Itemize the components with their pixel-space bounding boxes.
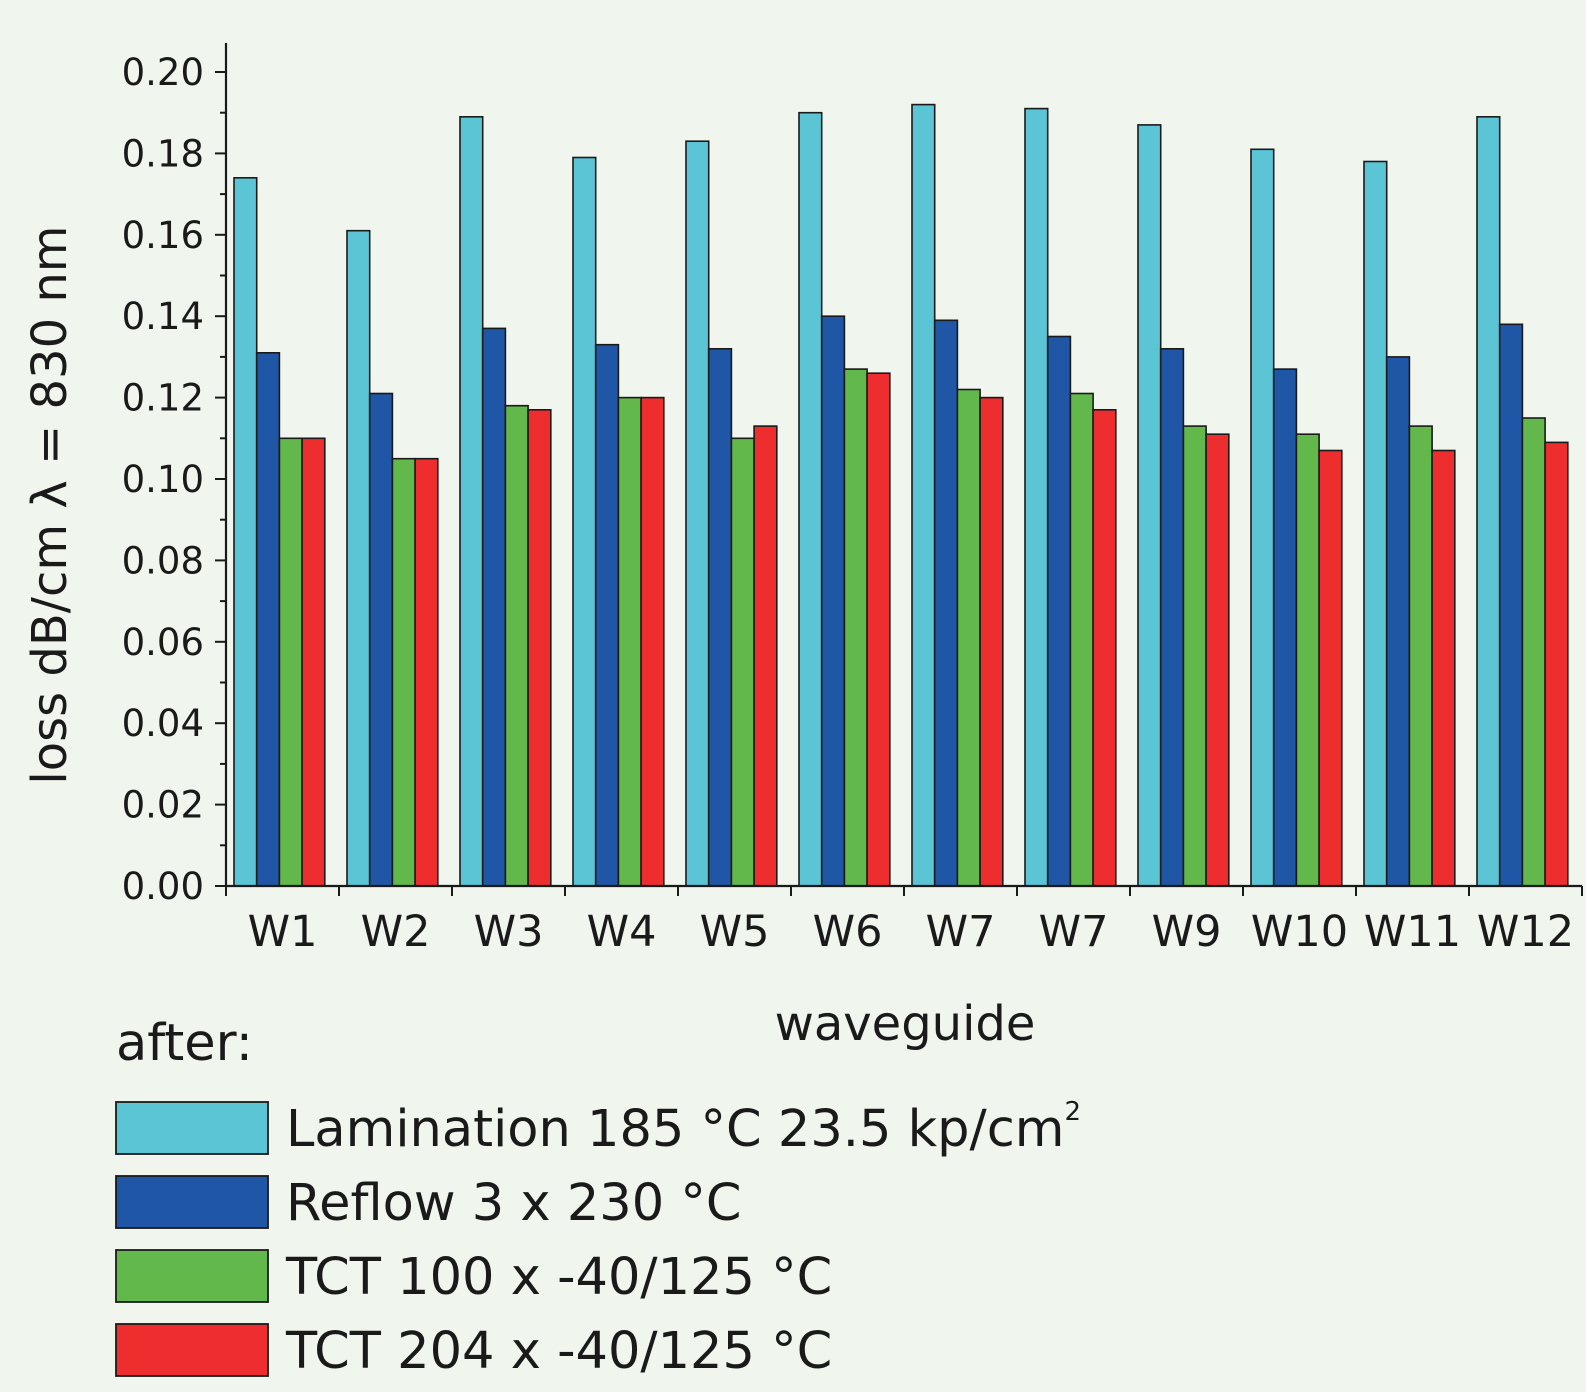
y-tick-label: 0.04 bbox=[122, 702, 204, 745]
plot-area bbox=[233, 103, 1569, 887]
legend-swatch-3 bbox=[115, 1249, 269, 1303]
bar-w2-series-3 bbox=[391, 457, 416, 887]
legend-swatch-2 bbox=[115, 1175, 269, 1229]
bar-w11-series-1 bbox=[1363, 160, 1388, 887]
bar-w5-series-4 bbox=[753, 425, 778, 887]
legend-swatch-1 bbox=[115, 1101, 269, 1155]
bar-w5-series-1 bbox=[685, 140, 710, 887]
bar-w2-series-2 bbox=[368, 392, 394, 887]
legend-title: after: bbox=[116, 1014, 253, 1073]
bar-w6-series-2 bbox=[820, 315, 846, 887]
legend-label-4: TCT 204 x -40/125 °C bbox=[285, 1322, 832, 1381]
bar-w12-series-4 bbox=[1544, 441, 1569, 887]
bar-w4-series-4 bbox=[640, 396, 665, 887]
bar-w11-series-2 bbox=[1385, 356, 1411, 887]
bar-w1-series-4 bbox=[301, 437, 326, 887]
bar-w9-series-1 bbox=[1137, 124, 1162, 887]
bar-w1-series-2 bbox=[255, 351, 281, 887]
y-axis: 0.00 0.02 0.04 0.06 0.08 0.10 0.12 0.14 0.16 0.18… bbox=[122, 43, 228, 908]
bar-w7-series-1 bbox=[1024, 107, 1049, 887]
bar-w9-series-2 bbox=[1159, 347, 1185, 887]
bar-w12-series-1 bbox=[1476, 116, 1501, 887]
x-tick-label: W5 bbox=[700, 907, 770, 957]
y-tick-label: 0.06 bbox=[122, 621, 204, 664]
bar-w10-series-4 bbox=[1318, 449, 1343, 887]
bar-w5-series-2 bbox=[707, 347, 733, 887]
bar-w3-series-2 bbox=[481, 327, 507, 887]
x-tick-label: W10 bbox=[1251, 907, 1348, 957]
bar-w10-series-3 bbox=[1295, 433, 1320, 887]
bar-w9-series-3 bbox=[1182, 425, 1207, 887]
bar-w7-series-2 bbox=[1046, 335, 1072, 887]
bar-w12-series-2 bbox=[1498, 323, 1524, 887]
legend-swatch-4 bbox=[115, 1323, 269, 1377]
legend-label-2: Reflow 3 x 230 °C bbox=[286, 1174, 742, 1233]
x-axis: W1 W2 W3 W4 W5 W6 W7 W7 W9 W10 W11 W12 bbox=[225, 884, 1583, 957]
y-axis-title: loss dB/cm λ = 830 nm bbox=[22, 225, 78, 784]
legend-label-3: TCT 100 x -40/125 °C bbox=[285, 1248, 832, 1307]
bar-w10-series-2 bbox=[1272, 368, 1298, 887]
x-tick-label: W3 bbox=[474, 907, 544, 957]
bar-w2-series-1 bbox=[346, 229, 371, 887]
bar-w6-series-4 bbox=[866, 372, 891, 887]
x-tick-label: W6 bbox=[813, 907, 883, 957]
legend: after: Lamination 185 °C 23.5 kp/cm2 Refl… bbox=[115, 1014, 1081, 1381]
y-tick-label: 0.12 bbox=[122, 377, 204, 420]
bar-w3-series-1 bbox=[459, 116, 484, 887]
bar-w6-series-3 bbox=[843, 368, 868, 887]
x-tick-label: W2 bbox=[361, 907, 431, 957]
x-tick-label: W9 bbox=[1152, 907, 1222, 957]
y-tick-label: 0.02 bbox=[122, 784, 204, 827]
x-axis-title: waveguide bbox=[775, 996, 1036, 1052]
bar-w11-series-4 bbox=[1431, 449, 1456, 887]
bar-w3-series-3 bbox=[504, 404, 529, 887]
bar-w1-series-1 bbox=[233, 177, 258, 887]
bar-w2-series-4 bbox=[414, 457, 439, 887]
bar-w7-series-4 bbox=[979, 396, 1004, 887]
x-tick-label: W12 bbox=[1477, 907, 1574, 957]
bar-w1-series-3 bbox=[278, 437, 303, 887]
y-tick-label: 0.00 bbox=[122, 865, 204, 908]
bar-w3-series-4 bbox=[527, 408, 552, 887]
bar-w7-series-4 bbox=[1092, 408, 1117, 887]
y-tick-label: 0.20 bbox=[122, 51, 204, 94]
x-tick-label: W7 bbox=[1039, 907, 1109, 957]
bar-w4-series-3 bbox=[617, 396, 642, 887]
bar-w7-series-1 bbox=[911, 103, 936, 887]
bar-w4-series-1 bbox=[572, 156, 597, 887]
y-tick-label: 0.16 bbox=[122, 214, 204, 257]
y-tick-label: 0.18 bbox=[122, 132, 204, 175]
y-tick-label: 0.10 bbox=[122, 458, 204, 501]
legend-label-1: Lamination 185 °C 23.5 kp/cm2 bbox=[286, 1097, 1081, 1159]
bar-w7-series-3 bbox=[1069, 392, 1094, 887]
bar-w5-series-3 bbox=[730, 437, 755, 887]
bar-w7-series-2 bbox=[933, 319, 959, 887]
x-tick-label: W11 bbox=[1364, 907, 1461, 957]
bar-w9-series-4 bbox=[1205, 433, 1230, 887]
bar-w4-series-2 bbox=[594, 343, 620, 887]
x-tick-label: W4 bbox=[587, 907, 657, 957]
bar-w11-series-3 bbox=[1408, 425, 1433, 887]
y-tick-label: 0.14 bbox=[122, 295, 204, 338]
bar-w12-series-3 bbox=[1521, 417, 1546, 887]
bar-w10-series-1 bbox=[1250, 148, 1275, 887]
bar-w7-series-3 bbox=[956, 388, 981, 887]
bar-w6-series-1 bbox=[798, 111, 823, 887]
x-tick-label: W7 bbox=[926, 907, 996, 957]
legend-superscript: 2 bbox=[1064, 1097, 1081, 1127]
x-tick-label: W1 bbox=[248, 907, 318, 957]
y-tick-label: 0.08 bbox=[122, 539, 204, 582]
